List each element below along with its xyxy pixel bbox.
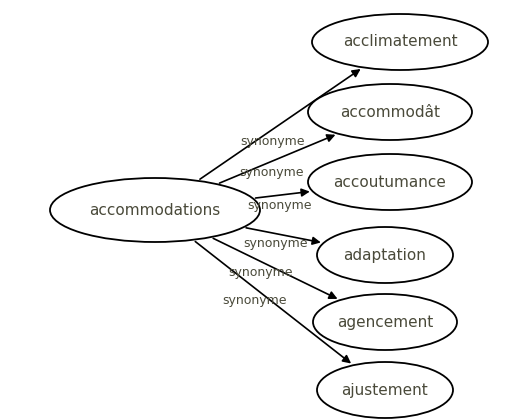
- Text: synonyme: synonyme: [243, 237, 307, 250]
- Text: ajustement: ajustement: [342, 383, 428, 398]
- Ellipse shape: [317, 362, 453, 418]
- Ellipse shape: [308, 84, 472, 140]
- Text: synonyme: synonyme: [240, 135, 305, 148]
- Text: accommodât: accommodât: [340, 104, 440, 119]
- Text: acclimatement: acclimatement: [343, 34, 457, 49]
- Text: agencement: agencement: [337, 315, 433, 329]
- Ellipse shape: [308, 154, 472, 210]
- Text: adaptation: adaptation: [344, 248, 427, 262]
- Ellipse shape: [50, 178, 260, 242]
- Ellipse shape: [312, 14, 488, 70]
- Text: synonyme: synonyme: [239, 166, 304, 178]
- Text: accommodations: accommodations: [89, 202, 221, 217]
- Ellipse shape: [313, 294, 457, 350]
- Text: accoutumance: accoutumance: [334, 174, 446, 189]
- Ellipse shape: [317, 227, 453, 283]
- Text: synonyme: synonyme: [247, 199, 311, 212]
- Text: synonyme: synonyme: [228, 266, 293, 279]
- Text: synonyme: synonyme: [222, 294, 286, 307]
